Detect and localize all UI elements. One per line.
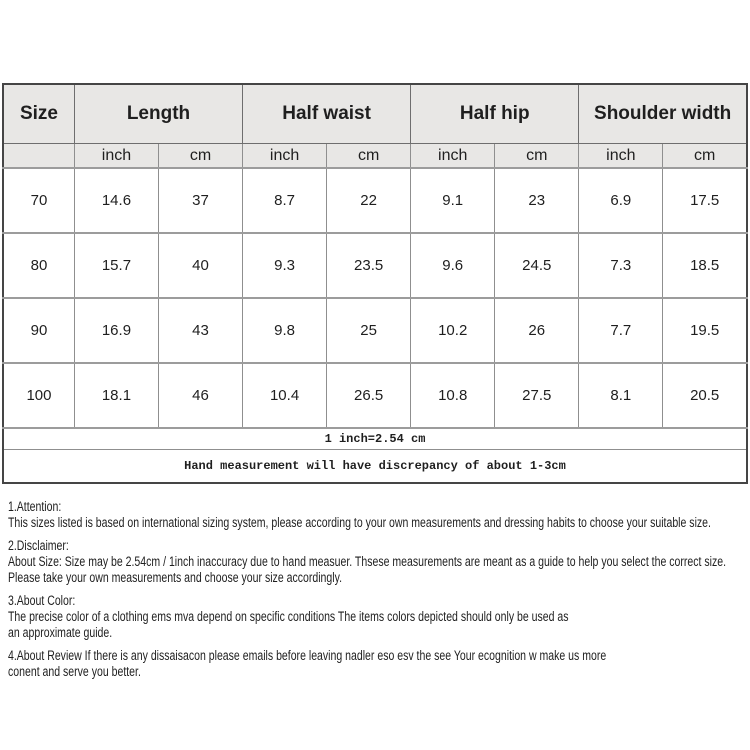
measurement-cell: 7.3 <box>578 232 664 299</box>
table-row-size-90: 90 16.9 43 9.8 25 10.2 26 7.7 19.5 <box>2 297 748 364</box>
measurement-cell: 26.5 <box>326 362 412 429</box>
measurement-cell: 9.8 <box>242 297 328 364</box>
note-section-4: 4.About Review If there is any dissaisac… <box>8 648 748 680</box>
measurement-cell: 10.4 <box>242 362 328 429</box>
note-line: About Size: Size may be 2.54cm / 1inch i… <box>8 554 726 569</box>
col-header-length: Length <box>73 83 244 144</box>
measurement-cell: 20.5 <box>662 362 748 429</box>
col-header-half-hip: Half hip <box>410 83 580 144</box>
measurement-cell: 6.9 <box>578 167 664 234</box>
unit-header-4: inch <box>410 143 496 169</box>
measurement-cell: 10.8 <box>410 362 496 429</box>
size-value-cell: 90 <box>2 297 75 364</box>
measurement-cell: 26 <box>494 297 580 364</box>
measurement-cell: 43 <box>157 297 244 364</box>
notes: 1.Attention: This sizes listed is based o… <box>8 499 748 687</box>
unit-header-5: cm <box>494 143 580 169</box>
measurement-cell: 22 <box>326 167 412 234</box>
measurement-cell: 23.5 <box>326 232 412 299</box>
table-row-size-100: 100 18.1 46 10.4 26.5 10.8 27.5 8.1 20.5 <box>2 362 748 429</box>
measurement-cell: 8.1 <box>578 362 664 429</box>
unit-header-1: cm <box>157 143 244 169</box>
unit-header-6: inch <box>578 143 664 169</box>
size-value-cell: 70 <box>2 167 75 234</box>
measurement-cell: 23 <box>494 167 580 234</box>
col-header-size: Size <box>2 83 75 144</box>
footnote-row-1: Hand measurement will have discrepancy o… <box>2 449 748 484</box>
measurement-cell: 19.5 <box>662 297 748 364</box>
note-line: Please take your own measurements and ch… <box>8 570 343 585</box>
measurement-cell: 18.5 <box>662 232 748 299</box>
size-table: Size Length Half waist Half hip Shoulder… <box>2 83 748 484</box>
measurement-cell: 9.3 <box>242 232 328 299</box>
note-section-2: 2.Disclaimer: About Size: Size may be 2.5… <box>8 538 748 586</box>
table-row-size-70: 70 14.6 37 8.7 22 9.1 23 6.9 17.5 <box>2 167 748 234</box>
unit-header-0: inch <box>73 143 159 169</box>
measurement-cell: 9.1 <box>410 167 496 234</box>
units-empty-cell <box>2 143 75 169</box>
measurement-cell: 7.7 <box>578 297 664 364</box>
measurement-cell: 9.6 <box>410 232 496 299</box>
note-line: conent and serve you better. <box>8 664 141 679</box>
table-row-size-80: 80 15.7 40 9.3 23.5 9.6 24.5 7.3 18.5 <box>2 232 748 299</box>
footnote-row-0: 1 inch=2.54 cm <box>2 427 748 450</box>
measurement-cell: 10.2 <box>410 297 496 364</box>
measurement-cell: 18.1 <box>73 362 159 429</box>
note-heading: 1.Attention: <box>8 499 62 514</box>
note-line: This sizes listed is based on internatio… <box>8 515 711 530</box>
size-value-cell: 100 <box>2 362 75 429</box>
measurement-cell: 15.7 <box>73 232 159 299</box>
measurement-cell: 14.6 <box>73 167 159 234</box>
note-line: The precise color of a clothing ems mva … <box>8 609 569 624</box>
measurement-cell: 8.7 <box>242 167 328 234</box>
units-row: inch cm inch cm inch cm inch cm <box>2 143 748 169</box>
note-line: an approximate guide. <box>8 625 113 640</box>
measurement-cell: 17.5 <box>662 167 748 234</box>
note-section-3: 3.About Color: The precise color of a clo… <box>8 593 748 641</box>
note-line: 4.About Review If there is any dissaisac… <box>8 648 607 663</box>
measurement-cell: 24.5 <box>494 232 580 299</box>
col-header-shoulder-width: Shoulder width <box>578 83 748 144</box>
unit-header-2: inch <box>242 143 328 169</box>
measurement-cell: 40 <box>157 232 244 299</box>
measurement-cell: 16.9 <box>73 297 159 364</box>
footnote-text: Hand measurement will have discrepancy o… <box>2 449 748 484</box>
measurement-cell: 37 <box>157 167 244 234</box>
col-header-half-waist: Half waist <box>242 83 412 144</box>
unit-header-3: cm <box>326 143 412 169</box>
unit-header-7: cm <box>662 143 748 169</box>
note-heading: 3.About Color: <box>8 593 76 608</box>
measurement-cell: 25 <box>326 297 412 364</box>
size-table-body: Size Length Half waist Half hip Shoulder… <box>2 83 748 484</box>
measurement-cell: 27.5 <box>494 362 580 429</box>
header-row: Size Length Half waist Half hip Shoulder… <box>2 83 748 144</box>
note-section-1: 1.Attention: This sizes listed is based o… <box>8 499 748 531</box>
note-heading: 2.Disclaimer: <box>8 538 69 553</box>
measurement-cell: 46 <box>157 362 244 429</box>
size-value-cell: 80 <box>2 232 75 299</box>
footnote-text: 1 inch=2.54 cm <box>2 427 748 450</box>
